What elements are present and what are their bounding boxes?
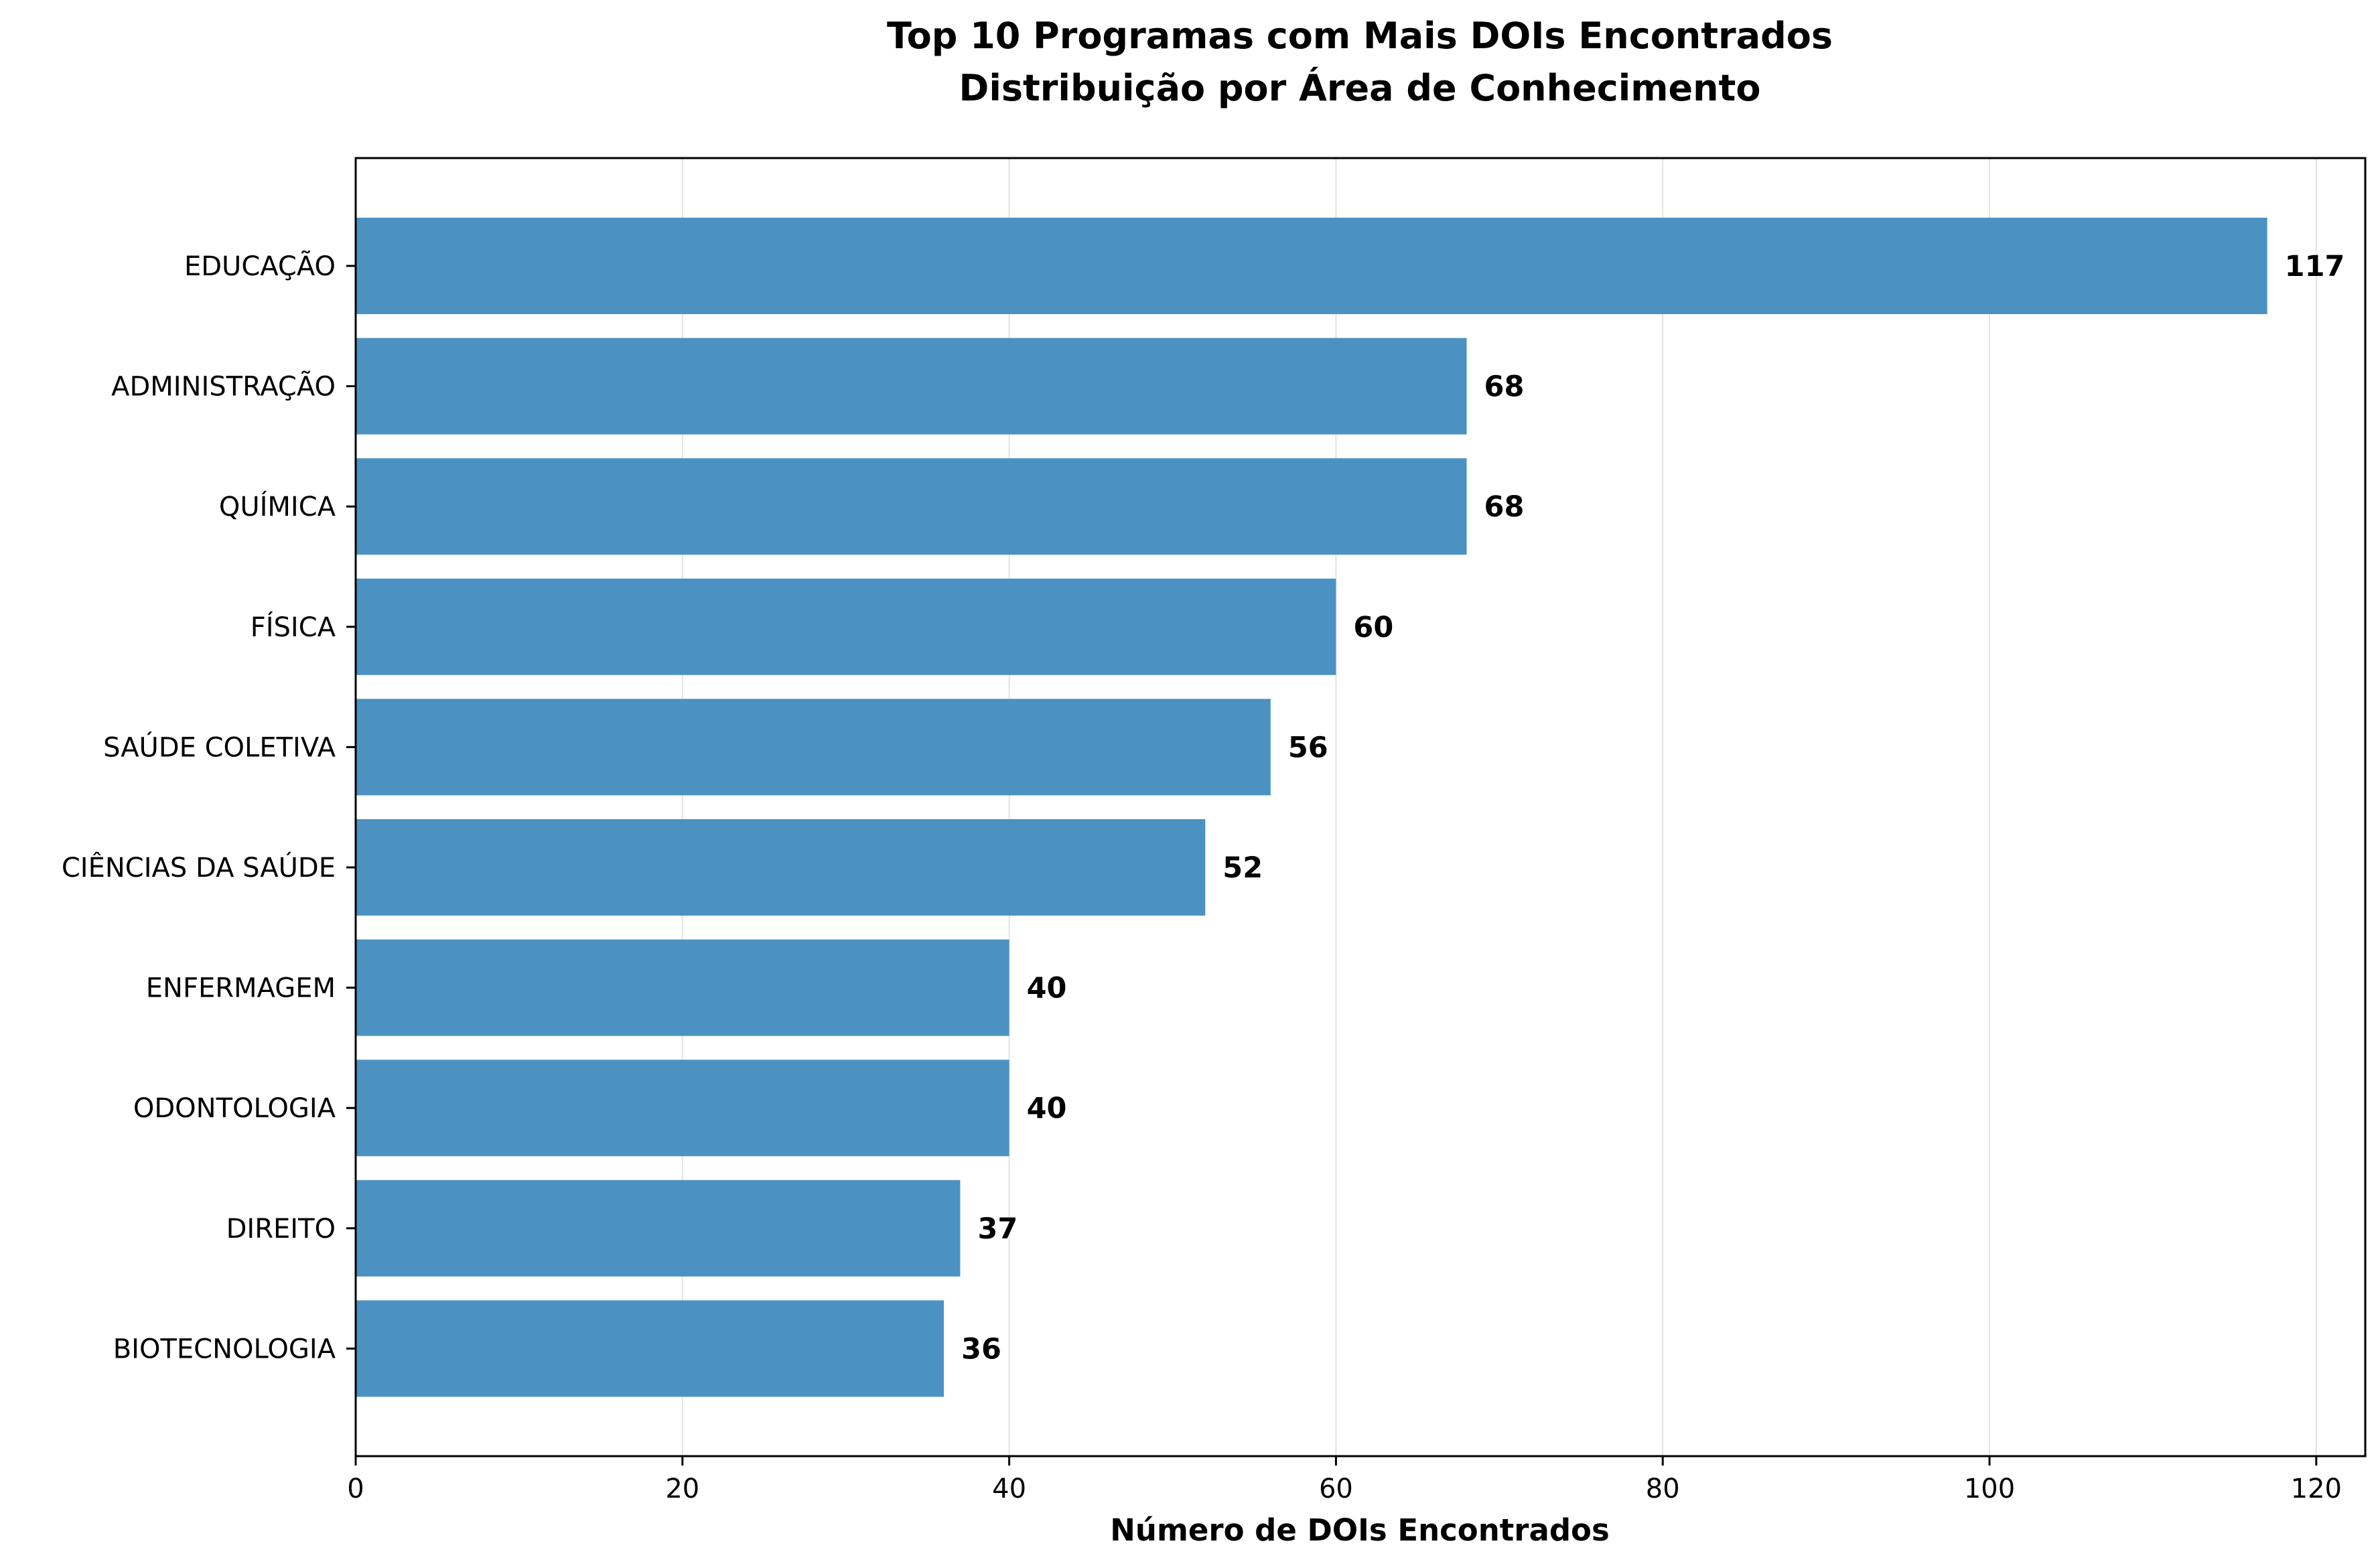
category-label: ADMINISTRAÇÃO — [111, 370, 336, 403]
bars — [356, 218, 2267, 1397]
category-label: QUÍMICA — [219, 490, 336, 522]
bar — [356, 458, 1467, 555]
plot-frame — [354, 157, 2367, 1457]
value-label: 56 — [1288, 731, 1328, 764]
x-tick-label: 120 — [2291, 1474, 2342, 1504]
value-label: 68 — [1484, 490, 1525, 524]
bar — [356, 1180, 961, 1277]
x-tick-label: 100 — [1964, 1474, 2015, 1504]
value-label: 40 — [1027, 1092, 1067, 1125]
bar — [356, 1300, 944, 1397]
category-labels: EDUCAÇÃO ADMINISTRAÇÃO QUÍMICA FÍSICA SAÚDE … — [62, 250, 356, 1364]
bar — [356, 1060, 1009, 1157]
x-tick-label: 60 — [1319, 1474, 1353, 1504]
category-label: DIREITO — [226, 1214, 336, 1244]
x-tick-label: 0 — [347, 1474, 364, 1504]
x-tick-label: 40 — [992, 1474, 1026, 1504]
bar — [356, 218, 2267, 314]
value-label: 68 — [1484, 370, 1525, 404]
value-labels: 117 68 68 60 56 52 40 40 37 36 — [961, 250, 2344, 1366]
bar — [356, 699, 1271, 796]
value-label: 37 — [977, 1212, 1018, 1246]
value-label: 36 — [961, 1332, 1001, 1366]
category-label: ODONTOLOGIA — [133, 1093, 336, 1124]
category-label: BIOTECNOLOGIA — [113, 1334, 336, 1364]
category-label: EDUCAÇÃO — [184, 250, 336, 282]
value-label: 52 — [1222, 851, 1263, 885]
chart-title: Top 10 Programas com Mais DOIs Encontrad… — [887, 15, 1833, 57]
bar — [356, 819, 1206, 916]
category-label: SAÚDE COLETIVA — [103, 731, 336, 763]
x-axis-label: Número de DOIs Encontrados — [1110, 1512, 1609, 1548]
bar — [356, 338, 1467, 435]
chart-subtitle: Distribuição por Área de Conhecimento — [959, 67, 1761, 109]
category-label: ENFERMAGEM — [146, 973, 336, 1004]
bar — [356, 578, 1336, 675]
value-label: 117 — [2285, 250, 2345, 283]
x-tick-label: 80 — [1646, 1474, 1680, 1504]
value-label: 40 — [1027, 972, 1067, 1005]
x-tick-label: 20 — [665, 1474, 699, 1504]
category-label: FÍSICA — [251, 611, 336, 643]
category-label: CIÊNCIAS DA SAÚDE — [62, 851, 336, 883]
x-axis-ticks: 0 20 40 60 80 100 120 — [347, 1456, 2342, 1504]
bar — [356, 939, 1009, 1036]
value-label: 60 — [1353, 611, 1393, 644]
